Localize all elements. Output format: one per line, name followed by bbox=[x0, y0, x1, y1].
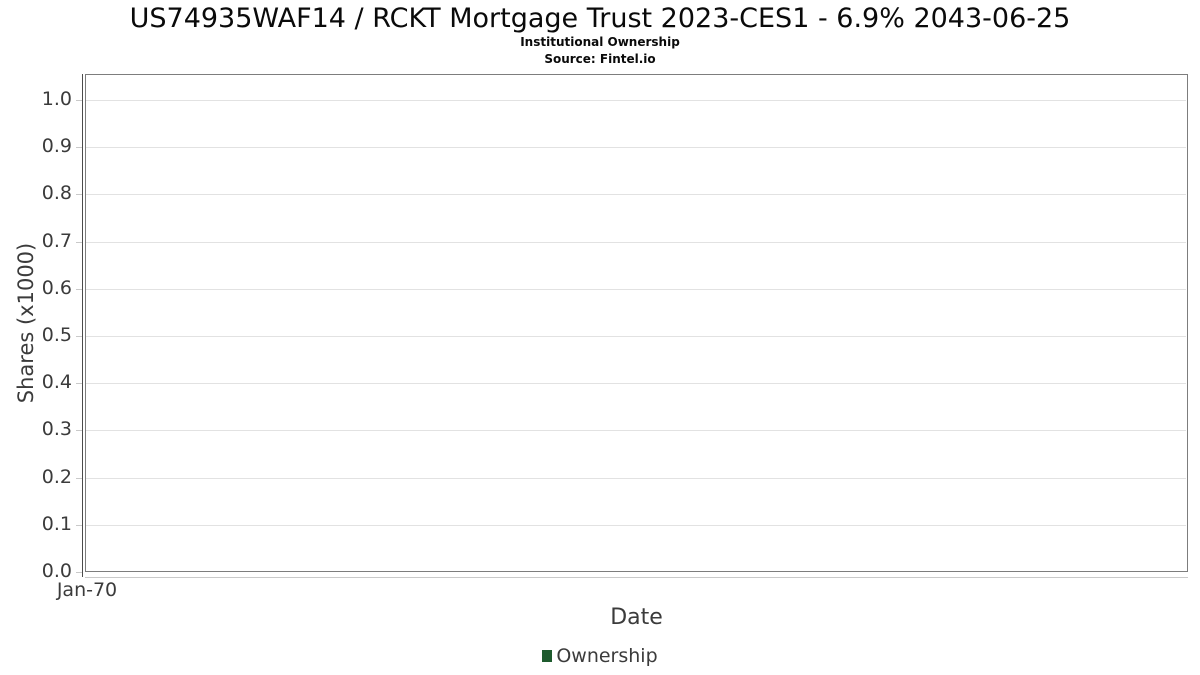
y-tick-label: 0.2 bbox=[41, 466, 72, 488]
gridline bbox=[86, 525, 1186, 526]
gridline bbox=[86, 383, 1186, 384]
y-tick-label: 0.1 bbox=[41, 513, 72, 535]
y-axis-title: Shares (x1000) bbox=[14, 242, 38, 404]
y-tick-label: 0.3 bbox=[41, 418, 72, 440]
y-tick-mark bbox=[76, 100, 82, 101]
legend-label: Ownership bbox=[556, 645, 658, 667]
y-tick-mark bbox=[76, 430, 82, 431]
y-tick-label: 0.4 bbox=[41, 371, 72, 393]
y-tick-label: 1.0 bbox=[41, 88, 72, 110]
legend-item[interactable]: Ownership bbox=[542, 644, 658, 668]
legend: Ownership bbox=[0, 644, 1200, 668]
gridline bbox=[86, 100, 1186, 101]
y-tick-label: 0.9 bbox=[41, 135, 72, 157]
y-tick-mark bbox=[76, 147, 82, 148]
gridline bbox=[86, 147, 1186, 148]
y-tick-mark bbox=[76, 383, 82, 384]
chart-title: US74935WAF14 / RCKT Mortgage Trust 2023-… bbox=[129, 3, 1071, 34]
y-tick-mark bbox=[76, 194, 82, 195]
gridline bbox=[86, 478, 1186, 479]
y-tick-mark bbox=[76, 242, 82, 243]
y-tick-label: 0.7 bbox=[41, 230, 72, 252]
y-tick-mark bbox=[76, 478, 82, 479]
plot-area bbox=[85, 74, 1188, 572]
x-axis-line bbox=[85, 577, 1188, 578]
y-tick-label: 0.6 bbox=[41, 277, 72, 299]
gridline bbox=[86, 289, 1186, 290]
legend-marker-icon bbox=[542, 650, 553, 662]
x-tick-label: Jan-70 bbox=[56, 579, 118, 601]
y-tick-mark bbox=[76, 289, 82, 290]
gridline bbox=[86, 242, 1186, 243]
y-tick-mark bbox=[76, 572, 82, 573]
x-axis-title: Date bbox=[610, 605, 663, 630]
y-axis-line bbox=[82, 74, 83, 577]
y-tick-mark bbox=[76, 336, 82, 337]
gridline bbox=[86, 194, 1186, 195]
y-tick-label: 0.5 bbox=[41, 324, 72, 346]
gridline bbox=[86, 336, 1186, 337]
gridline bbox=[86, 430, 1186, 431]
chart-subtitle: Institutional Ownership bbox=[520, 35, 680, 49]
chart-source-credit: Source: Fintel.io bbox=[544, 52, 656, 66]
y-tick-label: 0.0 bbox=[41, 560, 72, 582]
y-tick-label: 0.8 bbox=[41, 182, 72, 204]
y-tick-mark bbox=[76, 525, 82, 526]
